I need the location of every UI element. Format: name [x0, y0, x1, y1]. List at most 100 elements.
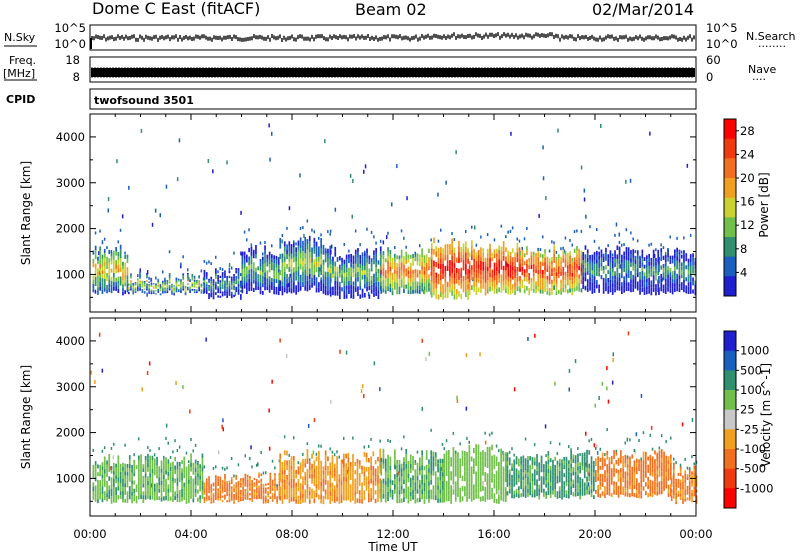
echo-cell	[163, 487, 165, 492]
echo-cell	[687, 258, 690, 263]
echo-fringe	[215, 255, 217, 259]
scatter-echo	[165, 184, 168, 189]
echo-cell	[271, 479, 274, 482]
echo-cell	[435, 246, 438, 252]
echo-cell	[671, 271, 674, 275]
echo-cell	[384, 463, 387, 468]
echo-cell	[425, 262, 428, 267]
echo-cell	[366, 277, 368, 282]
echo-fringe	[555, 250, 558, 254]
echo-cell	[597, 456, 599, 461]
echo-cell	[538, 462, 541, 467]
echo-fringe	[602, 253, 605, 257]
echo-cell	[618, 251, 621, 256]
echo-cell	[678, 266, 681, 271]
echo-cell	[202, 292, 205, 294]
echo-fringe	[113, 442, 115, 446]
echo-cell	[322, 279, 325, 284]
echo-cell	[203, 290, 206, 293]
echo-cell	[157, 291, 160, 293]
echo-cell	[590, 480, 593, 485]
echo-cell	[468, 466, 471, 472]
echo-cell	[425, 455, 428, 460]
echo-cell	[379, 256, 382, 262]
echo-cell	[416, 253, 419, 258]
echo-cell	[210, 281, 213, 284]
echo-cell	[354, 259, 357, 264]
echo-cell	[648, 273, 650, 278]
scatter-echo	[289, 273, 291, 278]
echo-cell	[593, 487, 595, 492]
echo-cell	[153, 458, 156, 463]
echo-cell	[134, 283, 137, 285]
echo-cell	[311, 267, 313, 273]
echo-cell	[568, 483, 570, 488]
echo-fringe	[373, 235, 375, 239]
echo-cell	[297, 499, 300, 504]
echo-cell	[556, 468, 559, 473]
echo-cell	[477, 444, 480, 450]
echo-cell	[586, 257, 589, 263]
echo-cell	[354, 491, 357, 496]
echo-cell	[579, 462, 581, 466]
echo-cell	[664, 270, 667, 275]
echo-cell	[632, 274, 635, 280]
echo-cell	[582, 260, 585, 265]
scatter-echo	[154, 208, 157, 213]
echo-cell	[527, 468, 529, 473]
echo-cell	[230, 287, 233, 290]
echo-cell	[450, 499, 452, 504]
echo-cell	[268, 251, 271, 256]
echo-cell	[131, 472, 133, 477]
echo-cell	[414, 257, 417, 262]
echo-cell	[437, 294, 440, 300]
echo-cell	[470, 456, 473, 462]
echo-cell	[519, 251, 521, 256]
echo-cell	[174, 495, 176, 500]
echo-cell	[577, 491, 579, 496]
echo-cell	[242, 482, 244, 485]
echo-fringe	[596, 228, 598, 231]
echo-fringe	[667, 248, 669, 251]
echo-cell	[203, 272, 206, 275]
echo-cell	[405, 478, 408, 484]
echo-cell	[544, 270, 546, 275]
echo-cell	[652, 266, 655, 271]
echo-cell	[389, 488, 392, 493]
echo-cell	[286, 460, 288, 466]
echo-cell	[268, 260, 271, 265]
echo-cell	[601, 474, 604, 479]
echo-cell	[658, 279, 660, 284]
echo-cell	[244, 489, 247, 492]
echo-cell	[258, 488, 260, 491]
echo-cell	[134, 291, 137, 293]
echo-cell	[350, 254, 352, 259]
echo-cell	[370, 258, 373, 263]
echo-cell	[423, 483, 426, 488]
echo-cell	[306, 286, 309, 292]
echo-cell	[394, 265, 396, 270]
echo-cell	[304, 274, 307, 280]
echo-cell	[683, 258, 685, 263]
echo-cell	[468, 444, 471, 451]
echo-cell	[658, 268, 660, 273]
echo-cell	[380, 493, 383, 498]
echo-cell	[391, 261, 394, 266]
echo-cell	[163, 466, 165, 471]
echo-fringe	[138, 437, 140, 441]
scatter-echo	[649, 131, 651, 136]
echo-cell	[632, 266, 635, 271]
echo-cell	[400, 472, 403, 477]
echo-cell	[416, 285, 419, 290]
echo-cell	[171, 283, 173, 285]
echo-cell	[557, 262, 560, 267]
echo-cell	[482, 460, 484, 466]
echo-cell	[387, 468, 389, 474]
echo-cell	[127, 284, 130, 287]
echo-cell	[253, 489, 256, 492]
echo-cell	[190, 480, 192, 486]
nave-tick-top: 60	[706, 53, 721, 67]
echo-cell	[364, 274, 366, 280]
echo-cell	[283, 489, 286, 495]
echo-cell	[322, 483, 325, 488]
